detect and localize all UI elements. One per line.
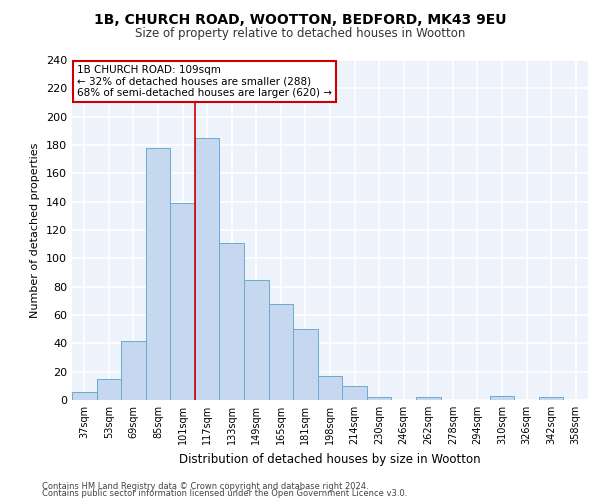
- X-axis label: Distribution of detached houses by size in Wootton: Distribution of detached houses by size …: [179, 452, 481, 466]
- Text: 1B CHURCH ROAD: 109sqm
← 32% of detached houses are smaller (288)
68% of semi-de: 1B CHURCH ROAD: 109sqm ← 32% of detached…: [77, 65, 332, 98]
- Bar: [318, 376, 342, 400]
- Bar: [342, 386, 367, 400]
- Bar: [97, 379, 121, 400]
- Bar: [244, 280, 269, 400]
- Bar: [367, 397, 391, 400]
- Bar: [121, 340, 146, 400]
- Y-axis label: Number of detached properties: Number of detached properties: [31, 142, 40, 318]
- Bar: [146, 148, 170, 400]
- Bar: [293, 329, 318, 400]
- Bar: [220, 243, 244, 400]
- Text: Size of property relative to detached houses in Wootton: Size of property relative to detached ho…: [135, 28, 465, 40]
- Text: Contains public sector information licensed under the Open Government Licence v3: Contains public sector information licen…: [42, 490, 407, 498]
- Bar: [195, 138, 220, 400]
- Bar: [539, 397, 563, 400]
- Text: Contains HM Land Registry data © Crown copyright and database right 2024.: Contains HM Land Registry data © Crown c…: [42, 482, 368, 491]
- Bar: [416, 397, 440, 400]
- Text: 1B, CHURCH ROAD, WOOTTON, BEDFORD, MK43 9EU: 1B, CHURCH ROAD, WOOTTON, BEDFORD, MK43 …: [94, 12, 506, 26]
- Bar: [269, 304, 293, 400]
- Bar: [170, 203, 195, 400]
- Bar: [490, 396, 514, 400]
- Bar: [72, 392, 97, 400]
